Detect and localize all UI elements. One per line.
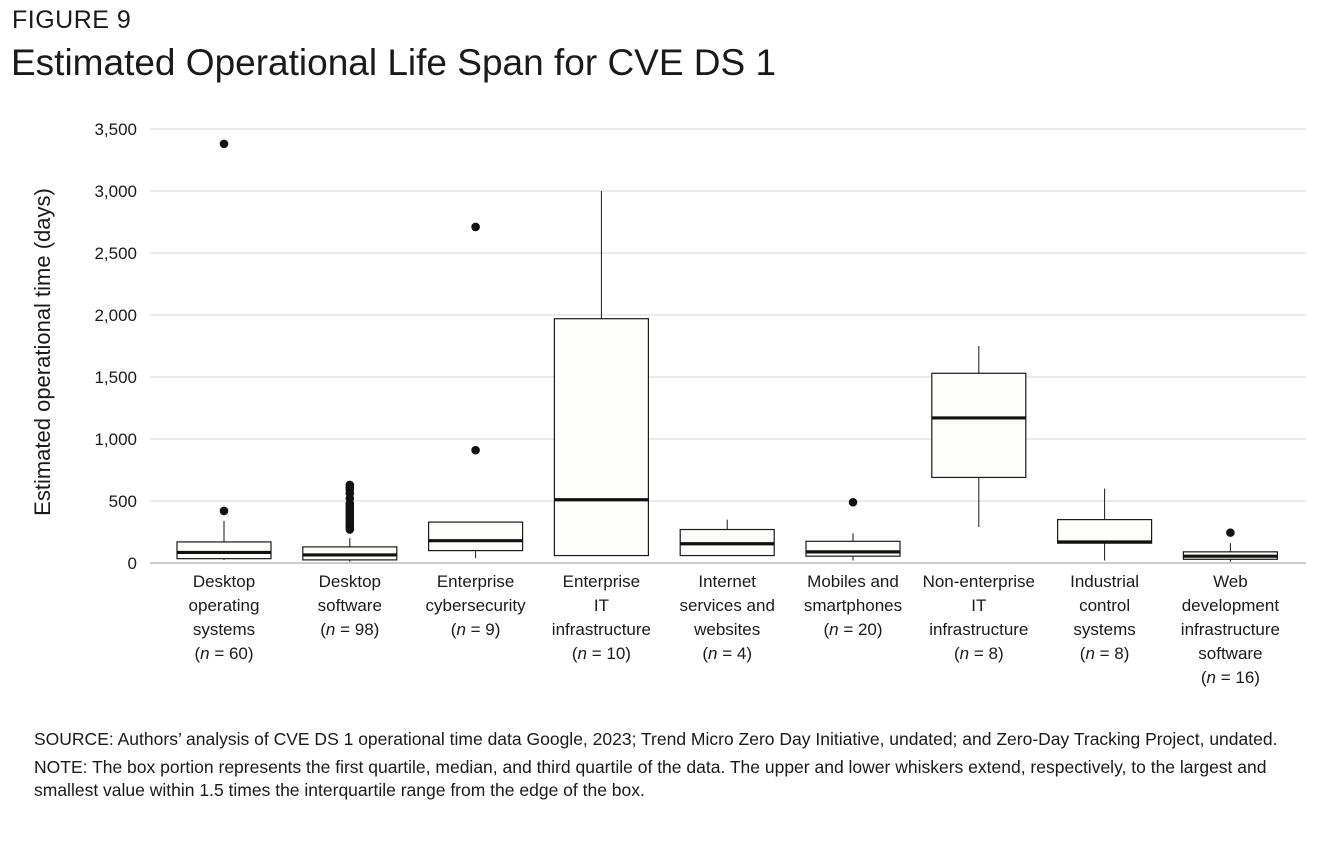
y-tick-label: 3,500: [94, 120, 137, 139]
y-tick-label: 2,500: [94, 244, 137, 263]
outlier-point: [219, 139, 229, 149]
y-tick-label: 3,000: [94, 182, 137, 201]
x-category-n-label: (n = 16): [1201, 668, 1260, 687]
x-category-n-label: (n = 4): [702, 644, 752, 663]
chart-title: Estimated Operational Life Span for CVE …: [11, 42, 777, 83]
boxes: [176, 139, 1279, 562]
outlier-point: [1226, 528, 1235, 537]
iqr-box: [805, 540, 901, 557]
box-group: [176, 139, 272, 560]
box-note: NOTE: The box portion represents the fir…: [34, 757, 1267, 800]
x-category-label: Desktop operating systems: [189, 572, 260, 639]
box-group: [931, 346, 1027, 528]
y-tick-label: 0: [128, 554, 137, 573]
y-tick-label: 2,000: [94, 306, 137, 325]
x-category-n-label: (n = 8): [1080, 644, 1130, 663]
x-category-n-label: (n = 60): [194, 644, 253, 663]
y-tick-label: 500: [109, 492, 137, 511]
outlier-point: [345, 480, 355, 490]
box-group: [553, 191, 650, 557]
figure-label: FIGURE 9: [12, 6, 132, 34]
x-category-n-label: (n = 20): [823, 620, 882, 639]
x-category-label: Web development infrastructure software: [1181, 572, 1280, 663]
gridlines: [150, 128, 1306, 564]
iqr-box: [1056, 518, 1153, 544]
box-group: [1182, 528, 1279, 562]
y-axis-ticks: 0 500 1,000 1,500 2,000 2,500 3,000 3,500: [94, 120, 137, 573]
x-category-n-label: (n = 98): [320, 620, 379, 639]
x-category-n-label: (n = 8): [954, 644, 1004, 663]
x-axis-category-labels: Desktop operating systems (n = 60) Desktop so…: [189, 572, 1280, 687]
x-category-n-label: (n = 10): [572, 644, 631, 663]
iqr-box: [931, 372, 1027, 479]
y-tick-label: 1,000: [94, 430, 137, 449]
iqr-box: [428, 521, 524, 552]
box-group: [428, 222, 524, 559]
box-group: [1056, 488, 1153, 561]
box-group: [805, 497, 901, 561]
source-note: SOURCE: Authors’ analysis of CVE DS 1 op…: [34, 729, 1278, 749]
y-tick-label: 1,500: [94, 368, 137, 387]
x-category-label: Enterprise cybersecurity: [426, 572, 527, 615]
x-category-label: Mobiles and smartphones: [804, 572, 902, 615]
box-group: [679, 519, 775, 557]
iqr-box: [176, 541, 272, 560]
boxplot-chart: 0 500 1,000 1,500 2,000 2,500 3,000 3,500 Estim…: [30, 120, 1306, 687]
x-category-n-label: (n = 9): [451, 620, 501, 639]
x-category-label: Desktop software: [318, 572, 382, 615]
outlier-point: [219, 506, 229, 516]
x-category-label: Enterprise IT infrastructure: [552, 572, 651, 639]
x-category-label: Internet services and websites: [679, 572, 774, 639]
box-group: [302, 480, 398, 562]
x-category-label: Industrial control systems: [1070, 572, 1139, 639]
outlier-point: [471, 222, 480, 232]
footer-notes: SOURCE: Authors’ analysis of CVE DS 1 op…: [34, 728, 1319, 807]
outlier-point: [471, 445, 480, 455]
iqr-box: [553, 318, 650, 557]
y-axis-label: Estimated operational time (days): [30, 188, 55, 516]
outlier-point: [848, 497, 858, 507]
x-category-label: Non-enterprise IT infrastructure: [923, 572, 1035, 639]
